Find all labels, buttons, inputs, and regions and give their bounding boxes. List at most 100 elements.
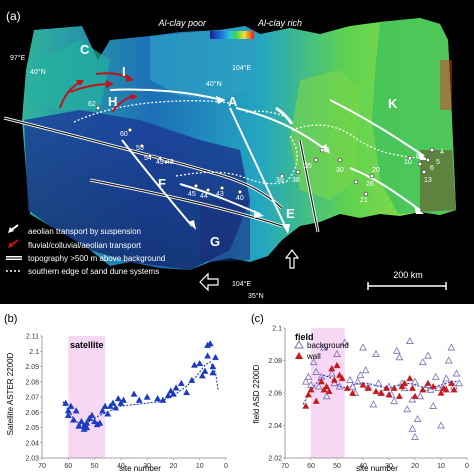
data-point xyxy=(201,367,209,374)
data-point xyxy=(444,356,453,364)
data-point xyxy=(413,414,422,422)
site-label: 10 xyxy=(404,159,412,166)
aeolian-arrows xyxy=(109,88,425,229)
data-point xyxy=(177,379,185,386)
data-point xyxy=(307,386,315,393)
data-point xyxy=(405,336,414,344)
site-label: 40 xyxy=(236,195,244,202)
chart-c-ylabel: field ASD 2200D xyxy=(252,364,261,423)
data-point xyxy=(75,422,83,429)
data-point xyxy=(206,340,214,347)
data-point xyxy=(364,384,372,391)
y-tick-label: 2.04 xyxy=(25,440,39,447)
y-tick-label: 2.06 xyxy=(25,410,39,417)
y-tick-label: 2.07 xyxy=(25,395,39,402)
data-point xyxy=(333,361,341,369)
data-point xyxy=(442,374,451,382)
data-point xyxy=(385,391,393,398)
data-point xyxy=(209,362,217,370)
data-point xyxy=(377,389,385,396)
data-point xyxy=(411,392,419,399)
satellite-clay-map: (a) Al-clay poor Al-clay rich 97°E 40°N … xyxy=(0,0,474,304)
data-point xyxy=(403,405,412,413)
red-arrow-heads xyxy=(76,74,138,100)
data-point xyxy=(198,372,206,379)
data-point xyxy=(346,375,354,383)
data-point xyxy=(426,385,435,393)
data-point xyxy=(327,369,336,377)
site-label: 8 xyxy=(416,153,420,160)
data-point xyxy=(159,396,167,403)
data-point xyxy=(372,387,380,395)
chart-satellite: 70 60 50 40 30 20 10 0 2.03 2.04 2.05 2.06 2.07 2.08 2… xyxy=(0,306,237,474)
legend-wall-marker xyxy=(295,352,303,359)
x-tick-label: 50 xyxy=(333,463,341,470)
site-label: 54 xyxy=(144,155,152,162)
data-point xyxy=(411,377,419,385)
region-label: F xyxy=(158,176,166,191)
data-point xyxy=(408,424,417,432)
data-point xyxy=(322,392,331,400)
data-point xyxy=(408,384,416,391)
data-point xyxy=(437,421,445,429)
data-point xyxy=(455,379,464,387)
chart-field: 70 60 50 40 30 20 10 0 2.02 2.04 2.06 2.08 2.1 (c) fie… xyxy=(237,306,474,474)
y-tick-label: 2.02 xyxy=(268,456,282,463)
data-point xyxy=(408,395,417,403)
data-point xyxy=(62,399,70,406)
data-point xyxy=(191,361,198,368)
data-point xyxy=(385,382,393,390)
chart-c-title: field xyxy=(295,332,314,342)
data-point xyxy=(401,379,409,386)
x-tick-label: 0 xyxy=(224,463,228,470)
data-point xyxy=(338,374,346,382)
y-tick-label: 2.04 xyxy=(268,423,282,430)
y-tick-label: 2.11 xyxy=(26,334,39,341)
x-tick-label: 40 xyxy=(359,463,367,470)
data-point xyxy=(183,388,191,396)
data-point xyxy=(325,387,333,395)
data-point xyxy=(330,376,338,383)
legend-label: fluvial/colluvial/aeolian transport xyxy=(28,241,142,250)
site-dots xyxy=(95,105,435,197)
legend-icons xyxy=(6,224,22,272)
data-point xyxy=(212,353,219,361)
x-tick-label: 0 xyxy=(465,463,469,470)
data-point xyxy=(83,419,91,426)
colorbar-left-label: Al-clay poor xyxy=(157,18,207,28)
data-point xyxy=(143,393,151,400)
scale-bar xyxy=(367,282,447,290)
graticule-label: 35°N xyxy=(248,292,264,300)
data-point xyxy=(117,399,125,406)
graticule-label: 104°E xyxy=(232,280,251,288)
legend-background-marker xyxy=(294,339,304,349)
data-point xyxy=(343,384,351,391)
data-point xyxy=(429,382,437,390)
data-point xyxy=(312,397,320,404)
data-point xyxy=(188,376,196,383)
data-point xyxy=(447,343,456,351)
graticule-label: 97°E xyxy=(10,54,26,62)
region-label: A xyxy=(228,94,238,109)
data-point xyxy=(395,353,404,361)
data-point xyxy=(336,371,344,378)
region-label: G xyxy=(210,234,220,249)
data-point xyxy=(419,386,427,393)
data-point xyxy=(85,414,93,422)
graticule-label: 104°E xyxy=(232,64,251,72)
data-point xyxy=(424,351,432,359)
site-label: 13 xyxy=(424,177,432,184)
data-point xyxy=(390,384,398,391)
colorbar-right-label: Al-clay rich xyxy=(257,18,302,28)
data-point xyxy=(135,396,143,403)
site-label: 60 xyxy=(120,131,128,138)
site-label: 5 xyxy=(436,159,440,166)
site-label: 62 xyxy=(88,101,96,108)
data-point xyxy=(349,389,357,396)
site-label: 30 xyxy=(336,167,344,174)
legend-label: topography >500 m above background xyxy=(28,254,165,263)
data-point xyxy=(312,367,321,375)
data-point xyxy=(424,379,432,386)
data-point xyxy=(154,395,162,402)
legend-background-label: background xyxy=(307,341,349,350)
